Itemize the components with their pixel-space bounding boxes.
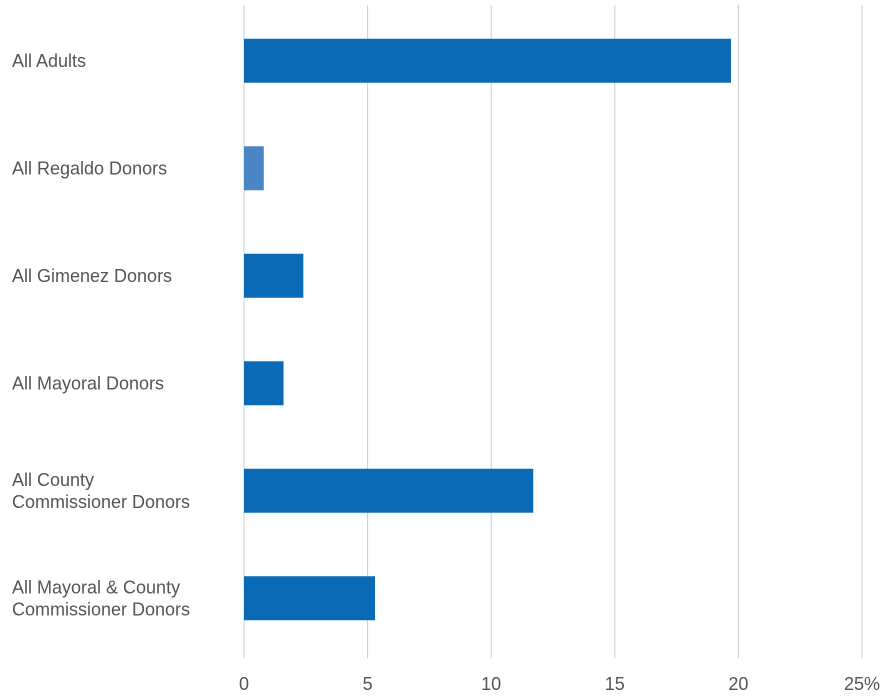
gridlines [243, 5, 863, 658]
category-labels: All Adults All Regaldo Donors All Gimenez … [12, 51, 190, 620]
x-tick-label: 15 [605, 674, 625, 694]
bar [244, 253, 304, 298]
category-label-line: All County [12, 470, 94, 490]
bar [244, 38, 731, 83]
category-label: All Gimenez Donors [12, 266, 172, 286]
x-tick-label: 5 [363, 674, 373, 694]
x-tick-label: 25% [844, 674, 880, 694]
category-label-line: All Adults [12, 51, 86, 71]
x-axis-tick-labels: 0 5 10 15 20 25% [239, 674, 880, 694]
category-label: All Regaldo Donors [12, 158, 167, 178]
category-label-line: Commissioner Donors [12, 599, 190, 619]
category-label-line: Commissioner Donors [12, 492, 190, 512]
category-label: All County Commissioner Donors [12, 470, 190, 512]
category-label: All Adults [12, 51, 86, 71]
bar [244, 361, 284, 406]
bar [244, 576, 376, 621]
bar [244, 468, 534, 513]
category-label-line: All Gimenez Donors [12, 266, 172, 286]
x-tick-label: 0 [239, 674, 249, 694]
x-tick-label: 20 [728, 674, 748, 694]
bar [244, 146, 264, 191]
category-label-line: All Mayoral & County [12, 577, 180, 597]
x-tick-label: 10 [481, 674, 501, 694]
category-label: All Mayoral & County Commissioner Donors [12, 577, 190, 619]
category-label: All Mayoral Donors [12, 373, 164, 393]
category-label-line: All Regaldo Donors [12, 158, 167, 178]
category-label-line: All Mayoral Donors [12, 373, 164, 393]
bars [244, 38, 731, 621]
